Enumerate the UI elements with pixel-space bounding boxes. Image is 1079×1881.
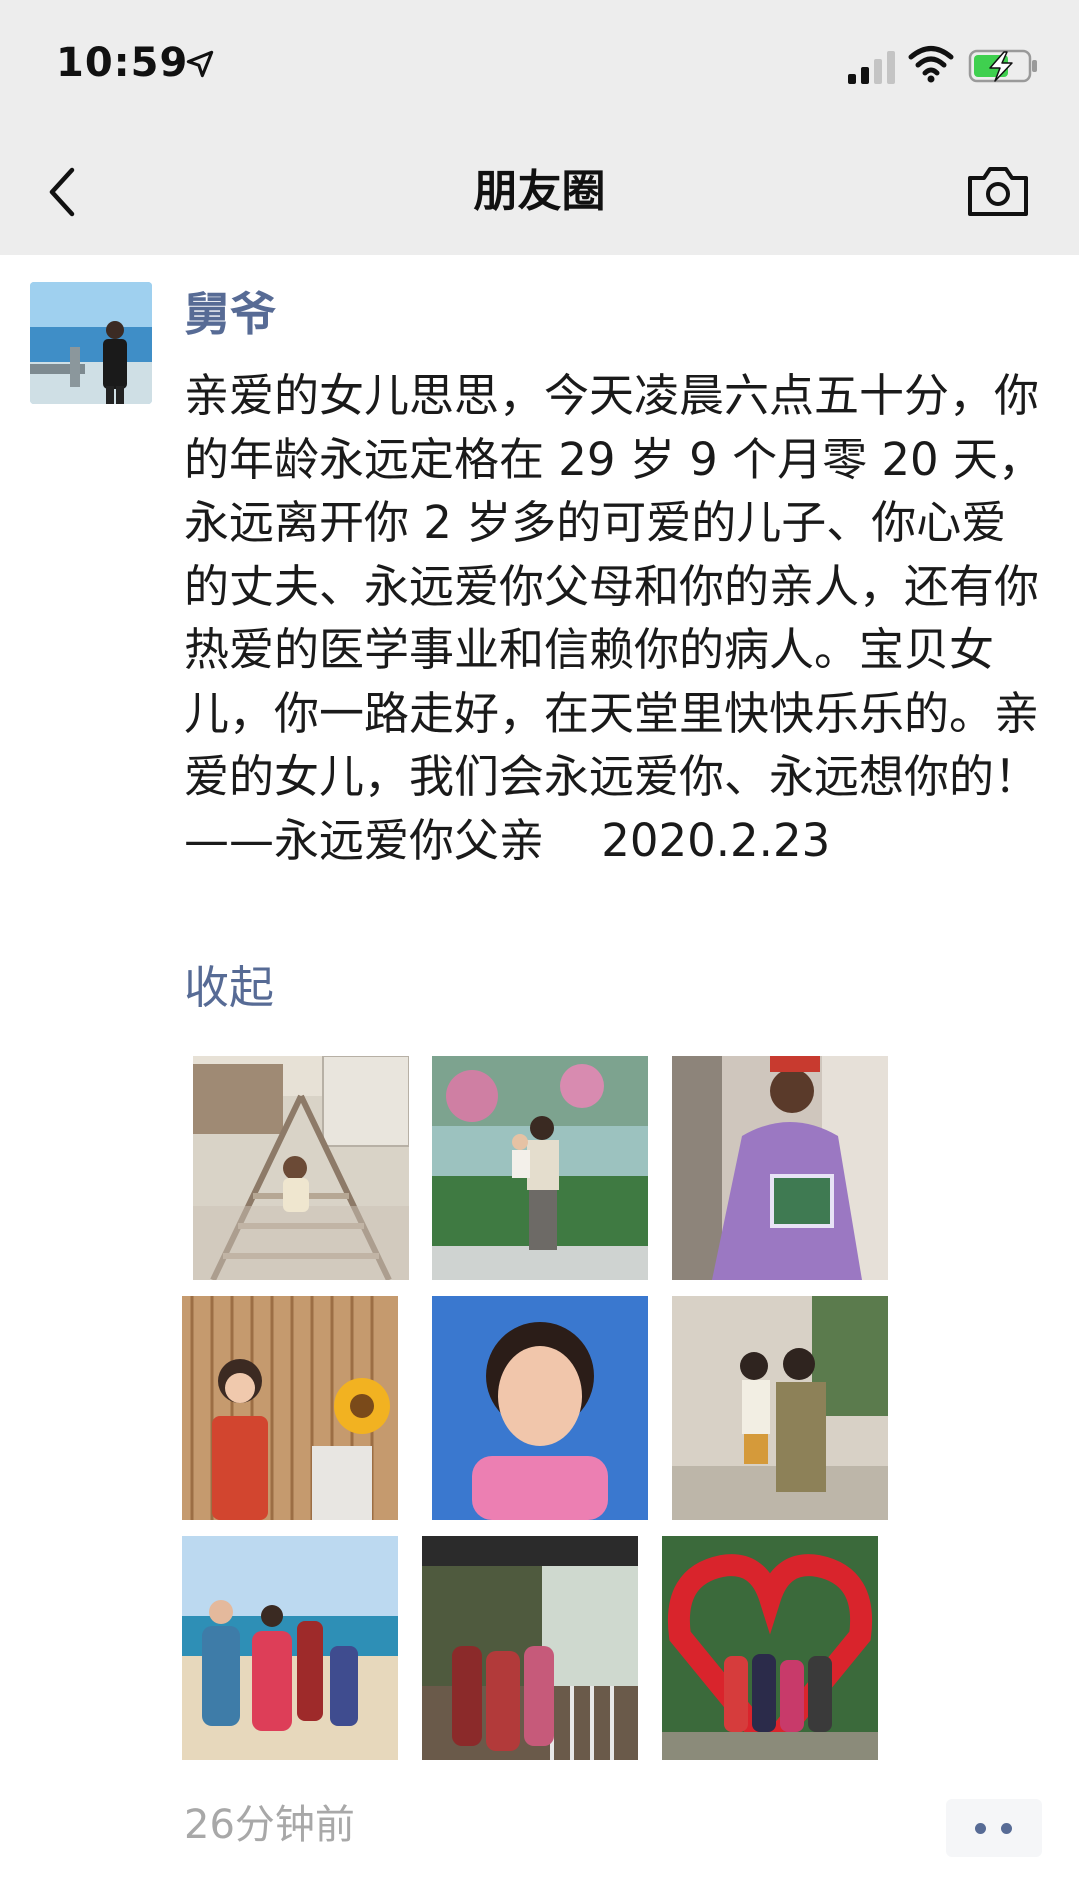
post-text: 亲爱的女儿思思，今天凌晨六点五十分，你的年龄永远定格在 29 岁 9 个月零 2… xyxy=(184,369,1043,867)
more-dots-icon xyxy=(1001,1823,1012,1834)
collapse-link[interactable]: 收起 xyxy=(184,961,275,1014)
post-timestamp: 26分钟前 xyxy=(184,1802,355,1848)
photo-girl-purple-dress[interactable] xyxy=(672,1056,888,1280)
photo-girl-sunflower[interactable] xyxy=(182,1296,398,1520)
top-bar: 10:59 朋友圈 xyxy=(0,0,1079,255)
photo-railway-toddler[interactable] xyxy=(193,1056,409,1280)
location-arrow-icon xyxy=(186,50,214,78)
camera-icon[interactable] xyxy=(966,164,1030,218)
back-button[interactable] xyxy=(38,160,88,224)
photo-girl-pink-sweater[interactable] xyxy=(432,1296,648,1520)
more-dots-icon xyxy=(975,1823,986,1834)
battery-charging-icon xyxy=(968,49,1037,83)
avatar-photo xyxy=(30,282,152,404)
photo-father-and-son[interactable] xyxy=(672,1296,888,1520)
photo-man-holding-child[interactable] xyxy=(432,1056,648,1280)
photo-heart-arch[interactable] xyxy=(662,1536,878,1760)
author-name[interactable]: 舅爷 xyxy=(184,287,276,341)
page-title: 朋友圈 xyxy=(473,166,606,217)
wifi-icon xyxy=(908,46,954,83)
photo-family-porch[interactable] xyxy=(422,1536,638,1760)
signal-icon xyxy=(848,51,895,84)
photo-beach-family[interactable] xyxy=(182,1536,398,1760)
avatar[interactable] xyxy=(30,282,152,404)
status-time: 10:59 xyxy=(56,40,189,86)
more-actions-button[interactable] xyxy=(946,1799,1042,1857)
